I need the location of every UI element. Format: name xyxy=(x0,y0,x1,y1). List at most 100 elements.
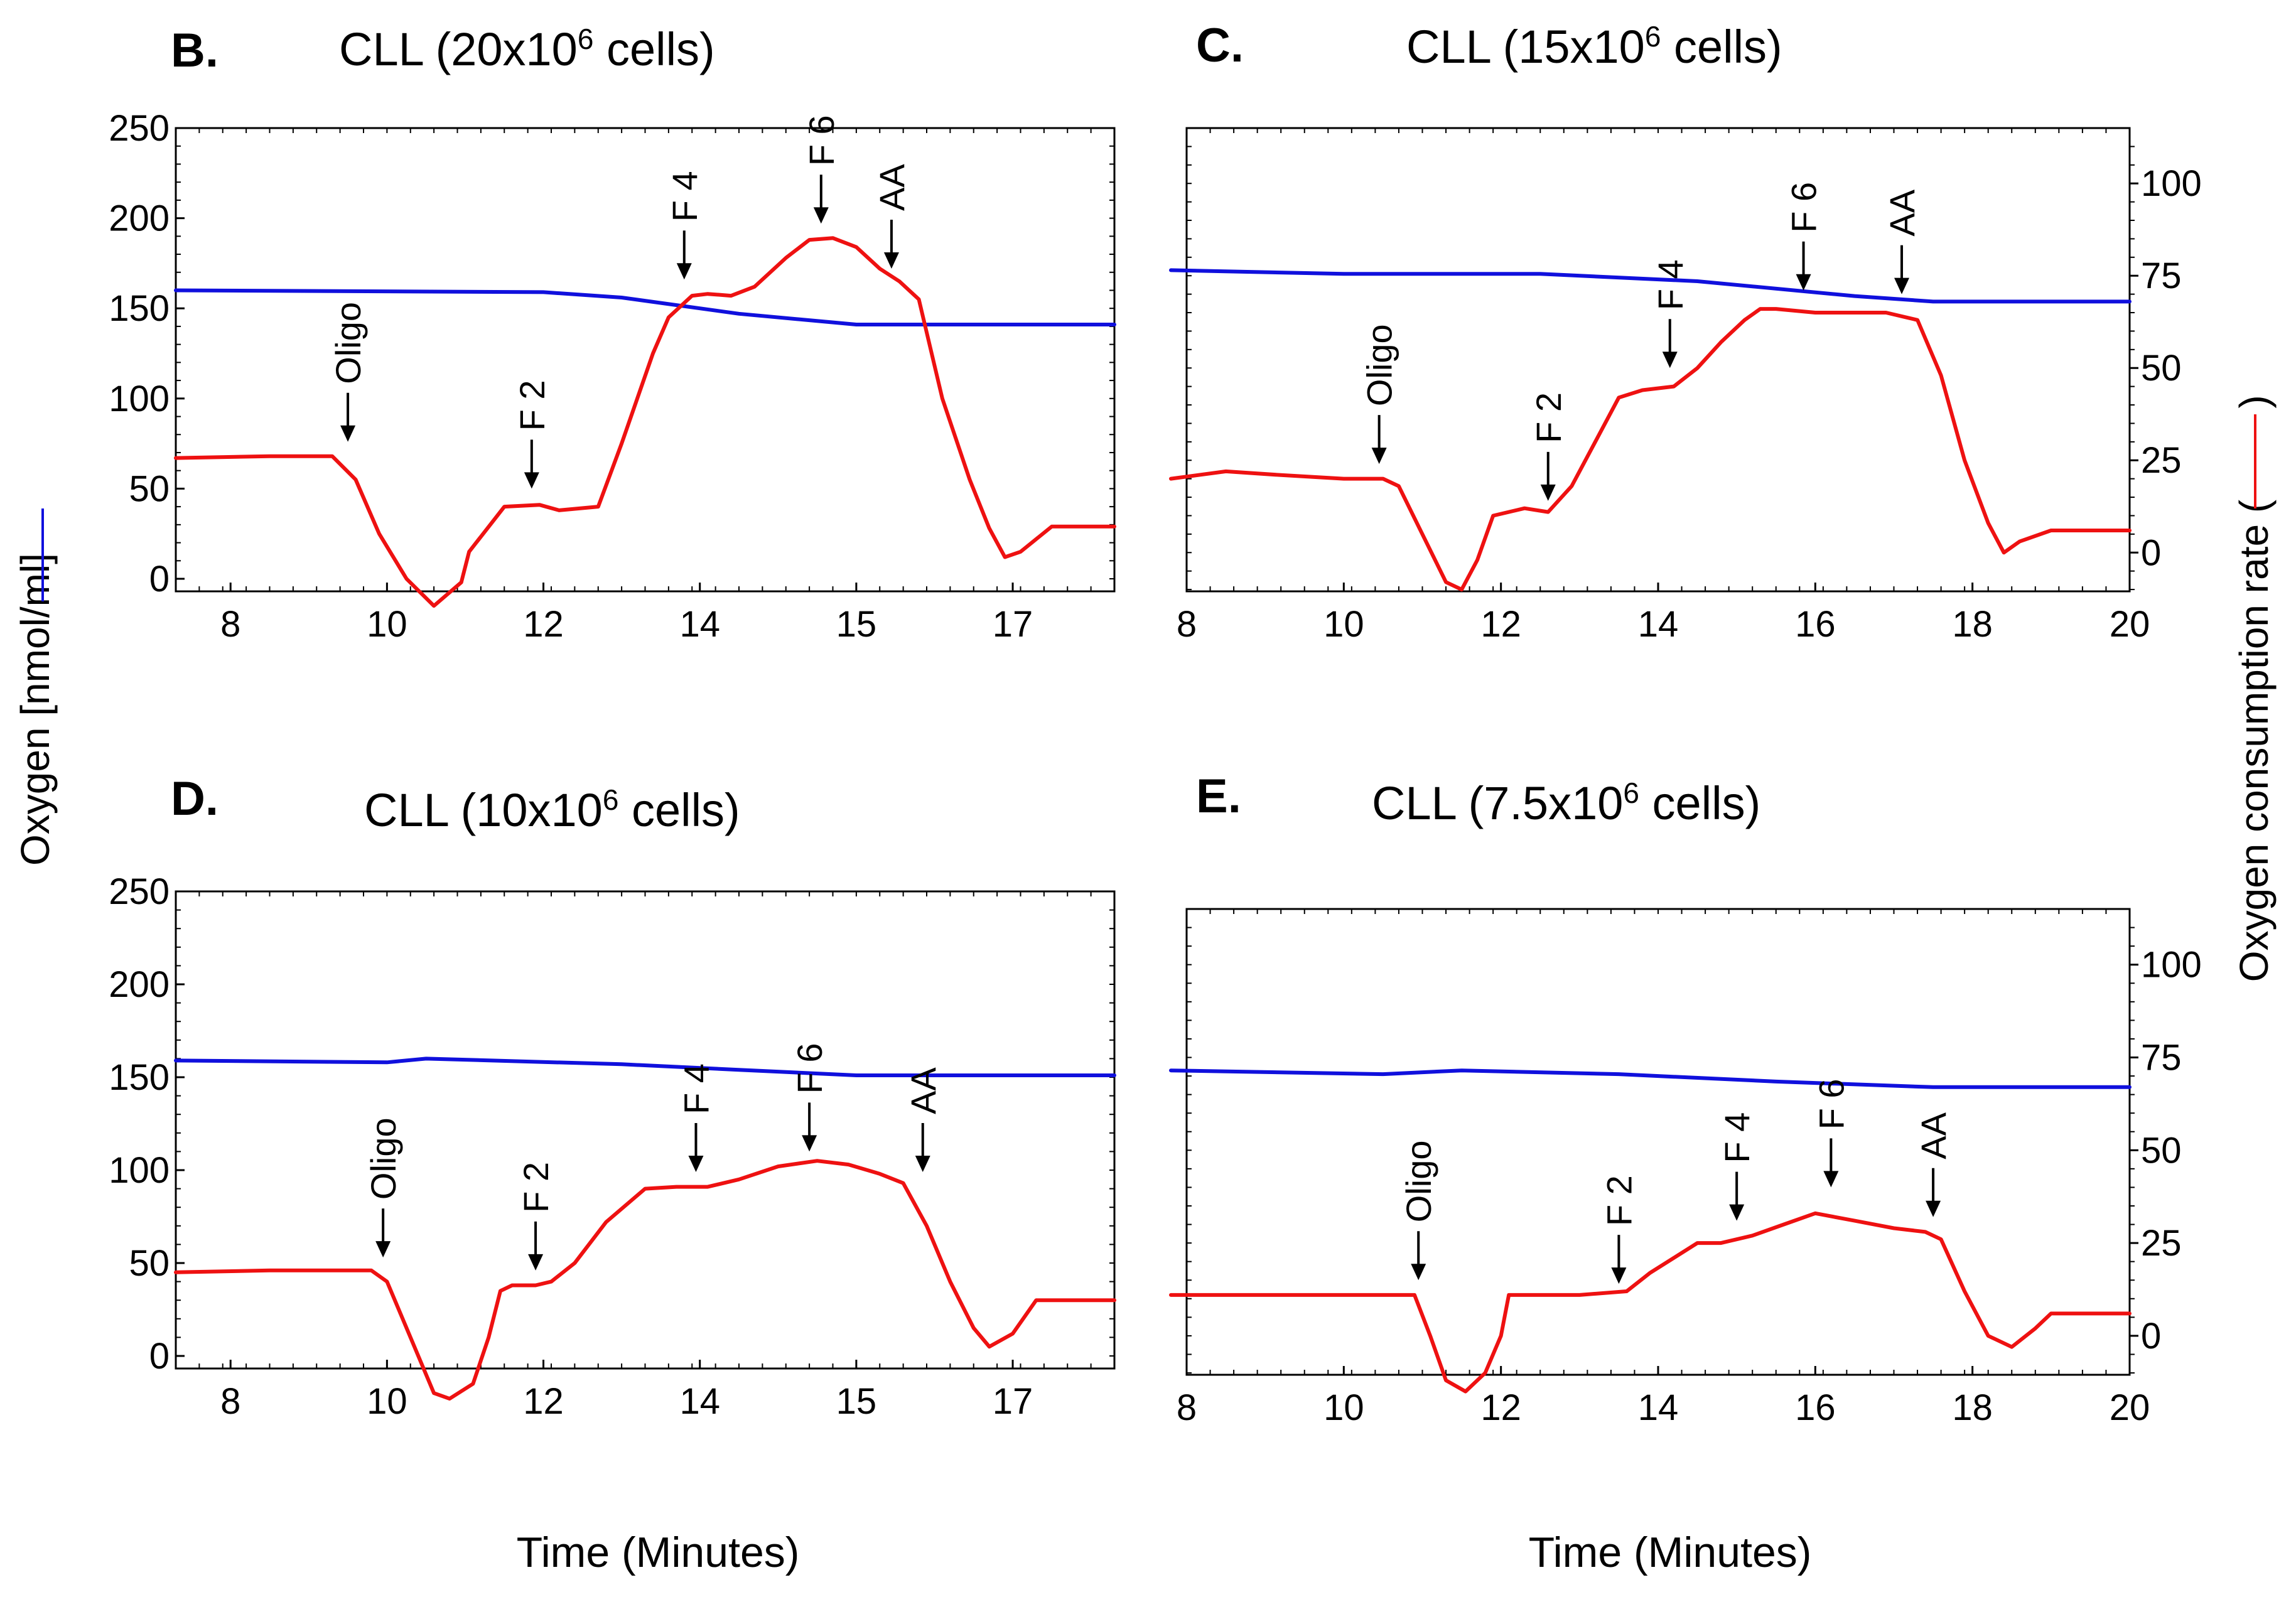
y-right-tick-label-c-0: 0 xyxy=(2141,532,2161,573)
annotation-arrow-head xyxy=(1894,277,1910,294)
panel-title-b: CLL (20x106 cells) xyxy=(339,23,715,75)
series-d-oxygen xyxy=(174,1057,1116,1077)
series-b-ocr xyxy=(174,236,1116,608)
annotations-c: Oligo F 2 F 4 F 6 AA xyxy=(1360,182,1922,501)
annotation-label: F 2 xyxy=(1529,392,1568,443)
y-tick-label-b-1: 50 xyxy=(129,468,170,509)
lines-d xyxy=(174,1057,1116,1401)
annotation-label: Oligo xyxy=(364,1117,403,1200)
x-tick-label-e-3: 14 xyxy=(1638,1387,1679,1428)
lines-b xyxy=(174,236,1116,608)
y-left-label: Oxygen [nmol/ml] xyxy=(13,553,58,866)
plot-frame-b xyxy=(175,127,1116,593)
annotation-arrow-head xyxy=(528,1254,544,1271)
panel-title-e: CLL (7.5x106 cells) xyxy=(1372,777,1760,829)
plot-frame-e xyxy=(1185,908,2131,1376)
annotation-arrow-head xyxy=(915,1155,930,1172)
panel-d: D. CLL (10x106 cells) 8 10 12 14 15 17 0 50 100 1… xyxy=(109,772,1116,1422)
annotation-arrow-head xyxy=(1611,1267,1627,1284)
annotation-label: F 6 xyxy=(802,115,841,166)
annotation-arrow-head xyxy=(688,1155,704,1172)
y-right-tick-label-c-4: 100 xyxy=(2141,163,2202,204)
y-right-tick-label-e-2: 50 xyxy=(2141,1130,2182,1171)
x-axis-label-left: Time (Minutes) xyxy=(517,1529,800,1576)
x-tick-label-e-2: 12 xyxy=(1480,1387,1521,1428)
ticks-d: 8 10 12 14 15 17 0 50 100 150 200 250 xyxy=(109,871,1115,1422)
annotation-d-0: Oligo xyxy=(364,1117,403,1258)
panel-c: C. CLL (15x106 cells) 8 10 12 14 16 18 20 0 25 50… xyxy=(1169,19,2202,645)
annotation-d-3: F 6 xyxy=(790,1043,829,1152)
panel-letter-c: C. xyxy=(1196,19,1244,72)
annotation-label: Oligo xyxy=(1360,324,1399,406)
y-right-tick-label-e-1: 25 xyxy=(2141,1223,2182,1264)
annotation-b-1: F 2 xyxy=(512,380,552,489)
y-right-tick-label-c-1: 25 xyxy=(2141,440,2182,481)
panel-e: E. CLL (7.5x106 cells) 8 10 12 14 16 18 20 0 25 5… xyxy=(1169,770,2202,1428)
x-tick-label-b-1: 10 xyxy=(367,604,407,645)
annotation-label: F 4 xyxy=(665,171,704,222)
annotation-c-0: Oligo xyxy=(1360,324,1399,465)
lines-c xyxy=(1169,268,2132,592)
panel-b: B. CLL (20x106 cells) 8 10 12 14 15 17 0 50 100 1… xyxy=(109,23,1116,645)
annotation-label: F 6 xyxy=(790,1043,829,1094)
x-tick-label-c-1: 10 xyxy=(1323,604,1364,645)
x-axis-label-right: Time (Minutes) xyxy=(1529,1529,1812,1576)
annotation-label: Oligo xyxy=(1399,1141,1438,1223)
annotation-label: AA xyxy=(872,164,912,211)
annotation-label: Oligo xyxy=(328,302,368,384)
ticks-e: 8 10 12 14 16 18 20 0 25 50 75 100 xyxy=(1177,909,2202,1428)
x-tick-label-b-3: 14 xyxy=(679,604,720,645)
annotation-label: F 2 xyxy=(1599,1175,1639,1226)
annotation-label: F 4 xyxy=(1717,1112,1757,1163)
y-tick-label-d-0: 0 xyxy=(149,1336,170,1377)
x-tick-label-e-1: 10 xyxy=(1323,1387,1364,1428)
annotation-label: AA xyxy=(1882,189,1922,236)
ticks-b: 8 10 12 14 15 17 0 50 100 150 200 250 xyxy=(109,108,1115,645)
series-e-ocr xyxy=(1169,1211,2132,1394)
annotation-arrow-head xyxy=(1926,1200,1941,1217)
annotation-arrow-head xyxy=(1540,484,1556,501)
panel-title-c: CLL (15x106 cells) xyxy=(1406,20,1782,73)
annotation-label: F 6 xyxy=(1784,182,1824,233)
y-tick-label-d-2: 100 xyxy=(109,1150,170,1191)
annotations-d: Oligo F 2 F 4 F 6 AA xyxy=(364,1043,943,1271)
x-tick-label-d-3: 14 xyxy=(679,1381,720,1422)
y-right-label-text: Oxygen consumption rate ( xyxy=(2231,500,2277,982)
y-right-tick-label-e-4: 100 xyxy=(2141,945,2202,986)
y-right-label-close-paren: ) xyxy=(2231,395,2277,408)
annotation-label: AA xyxy=(903,1067,943,1114)
x-tick-label-d-1: 10 xyxy=(367,1381,407,1422)
annotation-arrow-head xyxy=(1796,274,1811,291)
annotation-b-3: F 6 xyxy=(802,115,841,224)
panel-title-d: CLL (10x106 cells) xyxy=(364,783,740,836)
annotation-c-4: AA xyxy=(1882,189,1922,294)
x-tick-label-e-5: 18 xyxy=(1952,1387,1993,1428)
annotation-e-0: Oligo xyxy=(1399,1141,1438,1281)
x-tick-label-b-0: 8 xyxy=(220,604,240,645)
annotation-arrow-head xyxy=(813,207,829,224)
x-tick-label-e-4: 16 xyxy=(1795,1387,1836,1428)
x-tick-label-c-5: 18 xyxy=(1952,604,1993,645)
annotation-arrow-head xyxy=(1823,1171,1839,1188)
y-right-tick-label-c-2: 50 xyxy=(2141,348,2182,389)
series-d-ocr xyxy=(174,1159,1116,1401)
series-b-oxygen xyxy=(174,288,1116,326)
annotation-c-1: F 2 xyxy=(1529,392,1568,501)
x-tick-label-c-4: 16 xyxy=(1795,604,1836,645)
annotation-c-2: F 4 xyxy=(1651,259,1690,368)
annotation-c-3: F 6 xyxy=(1784,182,1824,291)
x-tick-label-b-2: 12 xyxy=(523,604,564,645)
y-tick-label-d-4: 200 xyxy=(109,964,170,1005)
annotation-arrow-head xyxy=(340,425,356,442)
annotation-arrow-head xyxy=(676,263,692,280)
annotation-arrow-head xyxy=(1662,352,1678,368)
annotation-d-2: F 4 xyxy=(676,1063,716,1172)
annotation-b-2: F 4 xyxy=(665,171,704,280)
annotation-label: F 6 xyxy=(1811,1079,1851,1130)
y-tick-label-d-5: 250 xyxy=(109,871,170,912)
y-right-label: Oxygen consumption rate ( xyxy=(2231,500,2277,982)
annotation-e-3: F 6 xyxy=(1811,1079,1851,1188)
x-tick-label-e-0: 8 xyxy=(1177,1387,1197,1428)
x-tick-label-d-0: 8 xyxy=(220,1381,240,1422)
